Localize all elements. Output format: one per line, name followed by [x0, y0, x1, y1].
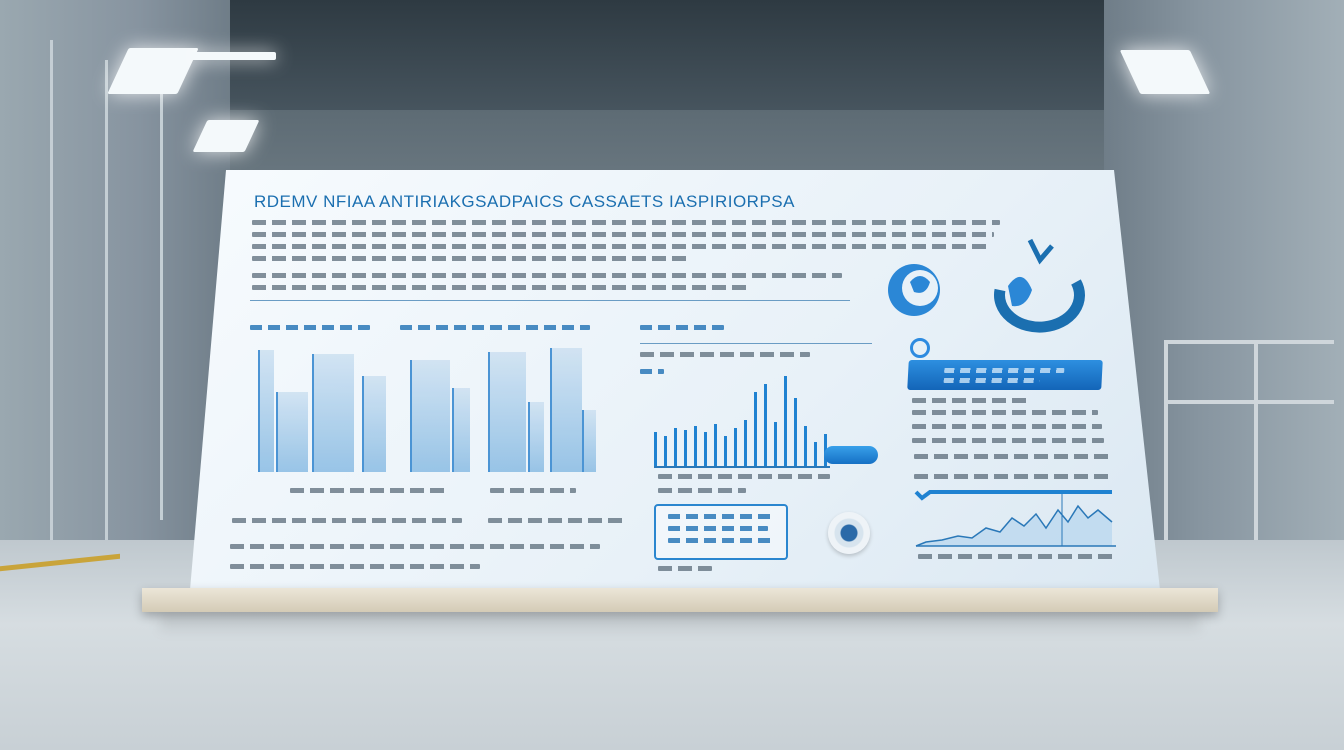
text-line [668, 514, 774, 519]
text-line [252, 273, 842, 278]
chart-axis [654, 466, 830, 468]
chart-label [400, 325, 590, 330]
area-chart [914, 490, 1116, 547]
text-line [230, 544, 600, 549]
board-title: RDEMV NFIAA ANTIRIAKGSADPAICS CASSAETS I… [254, 192, 795, 211]
bar [664, 436, 667, 466]
text-line [252, 256, 692, 261]
text-line [230, 564, 480, 569]
wall-seam [160, 80, 163, 520]
railing-post [1164, 340, 1168, 540]
pill-indicator [824, 446, 878, 464]
bar [312, 354, 354, 472]
bar [694, 426, 697, 466]
text-line [912, 410, 1098, 415]
chart-label [250, 325, 370, 330]
bar [744, 420, 747, 466]
bar [452, 388, 470, 472]
info-box [654, 504, 788, 560]
bar [814, 442, 817, 466]
text-line [658, 474, 830, 479]
blue-banner [907, 360, 1103, 390]
bar [654, 432, 657, 466]
divider [640, 343, 872, 344]
bar [764, 384, 767, 466]
text-line [252, 220, 1000, 225]
status-dot [910, 338, 930, 358]
chart-label [640, 325, 724, 330]
bar [734, 428, 737, 466]
bar [704, 432, 707, 466]
bar-chart-left [252, 340, 597, 472]
bar [410, 360, 450, 472]
emblems [888, 238, 1085, 333]
bar [684, 430, 687, 466]
text-line [658, 566, 712, 571]
text-line [252, 285, 752, 290]
bar [674, 428, 677, 466]
wall-seam [50, 40, 53, 560]
text-line [914, 474, 1112, 479]
bar [528, 402, 544, 472]
ceiling-light [190, 52, 276, 60]
bar [794, 398, 797, 466]
bar [804, 426, 807, 466]
bar [550, 348, 582, 472]
text-line [944, 368, 1065, 373]
text-line [658, 488, 746, 493]
text-line [640, 352, 810, 357]
text-line [912, 398, 1032, 403]
divider [250, 300, 850, 301]
right-wall [1104, 0, 1344, 600]
wall-seam [105, 60, 108, 540]
bar [714, 424, 717, 466]
gear-emblem-icon [888, 264, 940, 316]
text-line [912, 424, 1102, 429]
text-line [668, 526, 768, 531]
bar [362, 376, 386, 472]
bar [276, 392, 308, 472]
text-line [290, 488, 450, 493]
text-line [232, 518, 462, 523]
board-shadow [160, 612, 1200, 630]
text-line [918, 554, 1114, 559]
text-line [943, 378, 1040, 383]
bar [784, 376, 787, 466]
knob-icon [828, 512, 870, 554]
railing-post [1254, 340, 1258, 540]
bar [488, 352, 526, 472]
board-base [142, 588, 1218, 612]
bar-chart-right [650, 374, 830, 466]
railing [1164, 400, 1334, 404]
text-line [914, 454, 1110, 459]
bar [754, 392, 757, 466]
text-line [668, 538, 776, 543]
railing [1164, 340, 1334, 344]
bar [258, 350, 274, 472]
text-line [252, 232, 994, 237]
text-line [488, 518, 628, 523]
text-line [252, 244, 992, 249]
chart-label [640, 369, 664, 374]
bar [582, 410, 596, 472]
bar [724, 436, 727, 466]
text-line [912, 438, 1104, 443]
circular-logo-icon [994, 238, 1085, 333]
text-line [490, 488, 576, 493]
left-wall [0, 0, 230, 600]
bar [774, 422, 777, 466]
